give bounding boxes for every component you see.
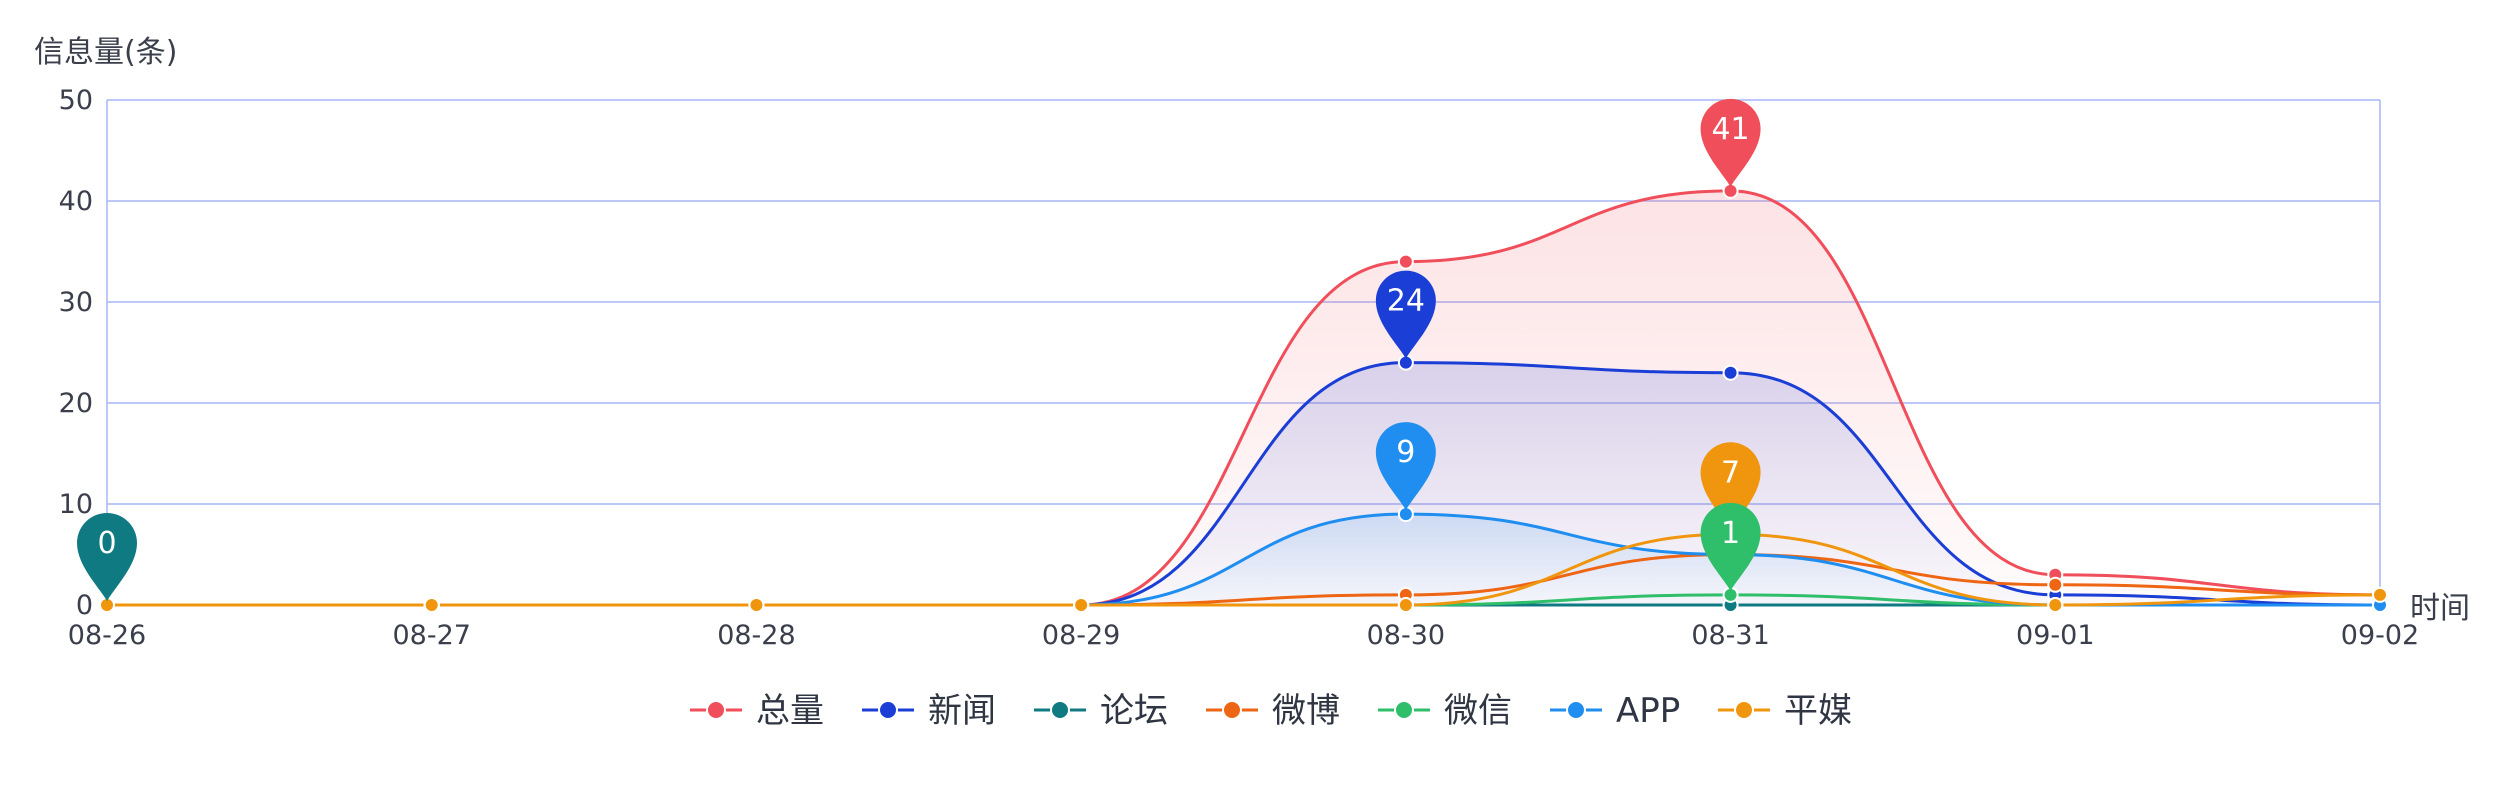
marker-pin: [77, 513, 137, 601]
y-tick-label: 20: [59, 388, 93, 419]
marker-label: 0: [97, 526, 116, 561]
legend-swatch-dot: [706, 700, 726, 720]
y-tick-label: 10: [59, 489, 93, 520]
x-axis-title: 时间: [2410, 591, 2470, 626]
x-tick-label: 08-31: [1691, 620, 1769, 651]
point-平媒-09-02: [2372, 586, 2388, 603]
legend[interactable]: 总量 新闻 论坛 微博 微信 APP 平媒: [690, 691, 1852, 731]
x-tick-label: 09-02: [2341, 620, 2419, 651]
legend-label: 总量: [756, 691, 824, 731]
y-tick-label: 30: [59, 287, 93, 318]
marker-label: 9: [1396, 435, 1415, 470]
y-tick-label: 0: [76, 590, 93, 621]
legend-swatch-dot: [1566, 700, 1586, 720]
marker-label: 24: [1387, 284, 1425, 319]
marker-pin: [1700, 502, 1761, 591]
legend-item-微信[interactable]: 微信: [1378, 691, 1512, 731]
value-markers: 0 24 9 41 7 1: [77, 98, 1761, 601]
x-tick-label: 08-26: [68, 620, 146, 651]
point-总量-08-30: [1397, 253, 1414, 270]
legend-label: 论坛: [1100, 691, 1168, 731]
marker-pin: [1375, 422, 1436, 511]
legend-label: APP: [1616, 691, 1680, 731]
legend-swatch-dot: [878, 700, 898, 720]
y-tick-label: 50: [59, 85, 93, 116]
marker-pin: [1375, 270, 1436, 359]
marker-label: 1: [1721, 516, 1740, 551]
x-tick-label: 08-30: [1367, 620, 1445, 651]
legend-item-论坛[interactable]: 论坛: [1034, 691, 1168, 731]
legend-swatch-dot: [1734, 700, 1754, 720]
legend-swatch-dot: [1222, 700, 1242, 720]
point-新闻-08-31: [1722, 364, 1739, 381]
series-lines: [107, 189, 2381, 607]
legend-label: 新闻: [928, 691, 996, 731]
legend-item-总量[interactable]: 总量: [690, 691, 824, 731]
legend-item-APP[interactable]: APP: [1550, 691, 1680, 731]
point-平媒-08-29: [1073, 597, 1090, 613]
line-平媒: [107, 532, 2381, 607]
point-微博-09-01: [2047, 576, 2064, 593]
point-平媒-09-01: [2047, 597, 2064, 613]
legend-item-平媒[interactable]: 平媒: [1718, 691, 1852, 731]
legend-item-微博[interactable]: 微博: [1206, 691, 1340, 731]
marker-label: 7: [1721, 455, 1740, 490]
legend-label: 微信: [1444, 691, 1512, 731]
legend-item-新闻[interactable]: 新闻: [862, 691, 996, 731]
marker-微信: 1: [1700, 502, 1761, 591]
x-tick-label: 08-29: [1042, 620, 1120, 651]
marker-论坛: 0: [77, 513, 137, 601]
point-平媒-08-28: [748, 597, 765, 613]
point-平媒-08-27: [423, 597, 440, 613]
x-tick-label: 08-28: [717, 620, 795, 651]
x-tick-label: 08-27: [392, 620, 470, 651]
legend-label: 平媒: [1784, 691, 1852, 731]
point-平媒-08-30: [1397, 597, 1414, 613]
marker-pin: [1700, 98, 1761, 187]
y-axis-title: 信息量(条): [34, 35, 177, 70]
legend-swatch-dot: [1050, 700, 1070, 720]
x-tick-label: 09-01: [2016, 620, 2094, 651]
area-新闻: [107, 362, 2380, 605]
marker-APP: 9: [1375, 422, 1436, 511]
marker-新闻: 24: [1375, 270, 1436, 359]
legend-label: 微博: [1272, 691, 1340, 731]
legend-swatch-dot: [1394, 700, 1414, 720]
marker-总量: 41: [1700, 98, 1761, 187]
marker-label: 41: [1711, 112, 1749, 147]
area-fills: [107, 190, 2380, 605]
y-tick-label: 40: [59, 186, 93, 217]
